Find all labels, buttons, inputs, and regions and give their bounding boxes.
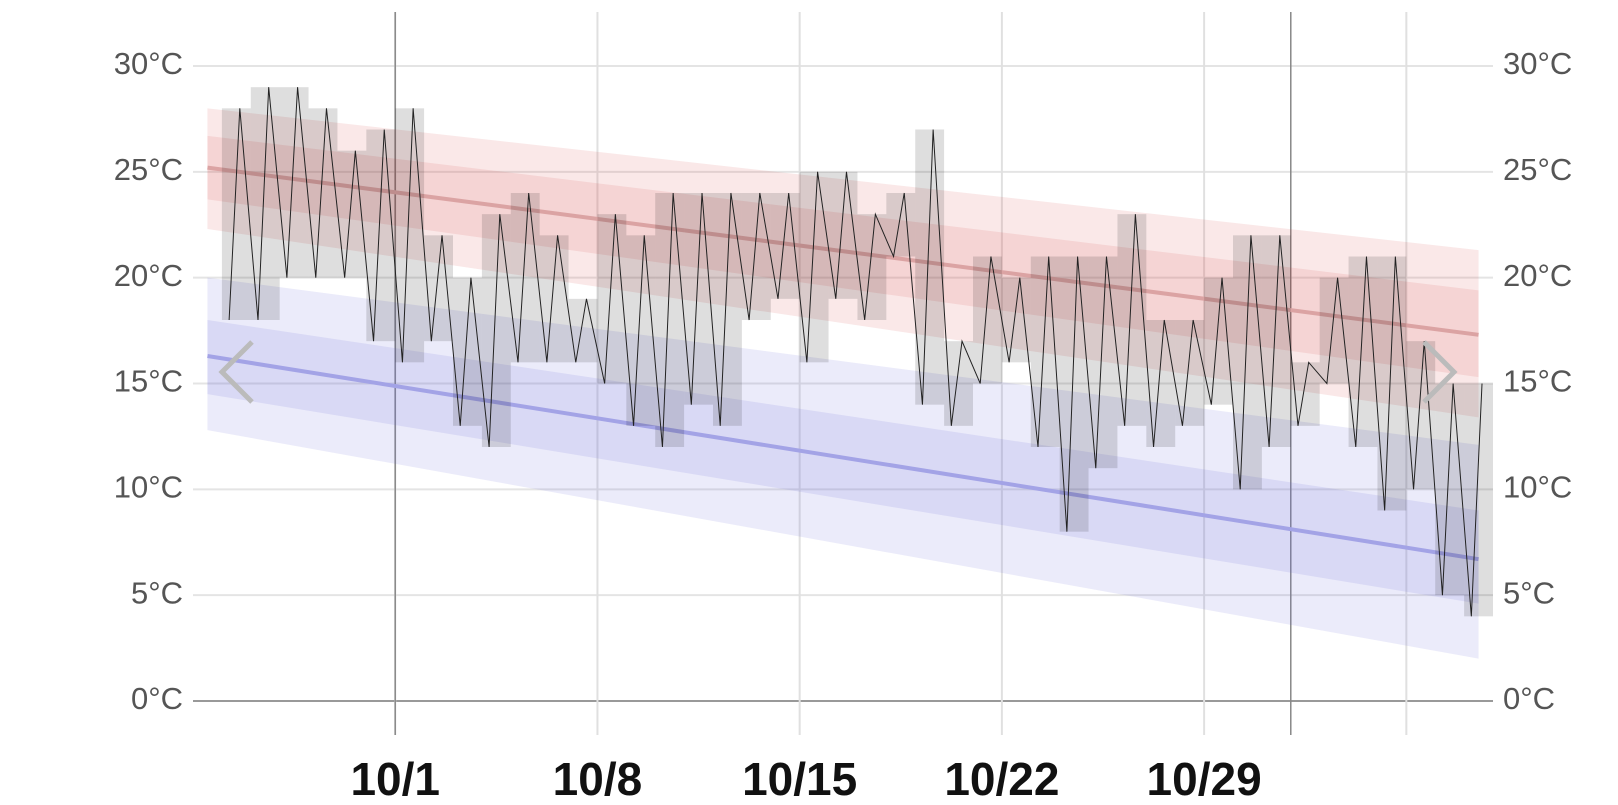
y2-tick-label: 0°C xyxy=(1503,681,1555,716)
day-range xyxy=(741,193,771,320)
x-tick-label: 10/15 xyxy=(742,753,857,805)
y-tick-label: 5°C xyxy=(131,575,183,610)
day-range xyxy=(453,277,482,426)
y2-tick-label: 10°C xyxy=(1503,470,1572,505)
day-range xyxy=(973,256,1002,384)
day-range xyxy=(1233,235,1262,490)
day-range xyxy=(1435,383,1465,596)
day-range xyxy=(684,193,713,405)
day-range xyxy=(1319,277,1349,384)
day-range xyxy=(713,193,742,426)
day-range xyxy=(1261,235,1291,447)
normal-band xyxy=(207,320,1479,604)
normal-band xyxy=(207,277,1479,659)
x-tick-label: 10/29 xyxy=(1147,753,1262,805)
day-range xyxy=(1059,256,1089,532)
x-tick-label: 10/1 xyxy=(350,753,440,805)
day-range xyxy=(1117,214,1147,426)
day-range xyxy=(395,108,425,363)
day-range xyxy=(655,193,685,447)
day-range xyxy=(886,193,916,257)
day-range xyxy=(337,150,367,278)
y2-tick-label: 15°C xyxy=(1503,364,1572,399)
normal-band xyxy=(207,135,1479,378)
day-range xyxy=(915,129,945,405)
y2-tick-label: 20°C xyxy=(1503,258,1572,293)
y2-tick-label: 5°C xyxy=(1503,575,1555,610)
y-tick-label: 15°C xyxy=(114,364,183,399)
day-range xyxy=(424,235,453,342)
day-range xyxy=(1406,341,1436,490)
day-range xyxy=(1146,320,1176,447)
x-tick-label: 10/8 xyxy=(553,753,643,805)
day-range xyxy=(1001,277,1031,363)
y-tick-label: 25°C xyxy=(114,152,183,187)
y-tick-label: 0°C xyxy=(131,681,183,716)
normal-line xyxy=(207,354,1479,562)
x-tick-label: 10/22 xyxy=(944,753,1059,805)
day-range xyxy=(828,171,858,299)
day-range xyxy=(221,108,251,320)
day-range xyxy=(539,235,569,363)
y-tick-label: 10°C xyxy=(114,470,183,505)
temperature-line xyxy=(228,87,1483,617)
plot: 0°C 0°C 5°C 5°C 10°C 10°C 15°C 15°C 20°C 20°C 25°C… xyxy=(114,12,1572,805)
prev-arrow[interactable] xyxy=(218,340,254,404)
day-range xyxy=(366,129,396,342)
day-range xyxy=(1348,256,1378,447)
day-range xyxy=(1464,383,1493,617)
day-range xyxy=(568,298,598,363)
y2-tick-label: 30°C xyxy=(1503,46,1572,81)
normal-band xyxy=(207,108,1479,418)
day-range xyxy=(1175,320,1205,426)
day-range xyxy=(481,214,511,447)
y-tick-label: 20°C xyxy=(114,258,183,293)
day-range xyxy=(279,87,309,278)
day-range xyxy=(510,193,540,363)
y2-tick-label: 25°C xyxy=(1503,152,1572,187)
day-range xyxy=(1088,256,1118,469)
y-tick-label: 30°C xyxy=(114,46,183,81)
normal-line xyxy=(207,165,1479,337)
next-arrow[interactable] xyxy=(1422,340,1458,404)
day-range xyxy=(1377,256,1407,511)
day-range xyxy=(597,214,627,384)
day-range xyxy=(799,171,829,363)
day-range xyxy=(250,87,280,321)
day-range xyxy=(1204,277,1233,405)
day-range xyxy=(1290,362,1320,426)
